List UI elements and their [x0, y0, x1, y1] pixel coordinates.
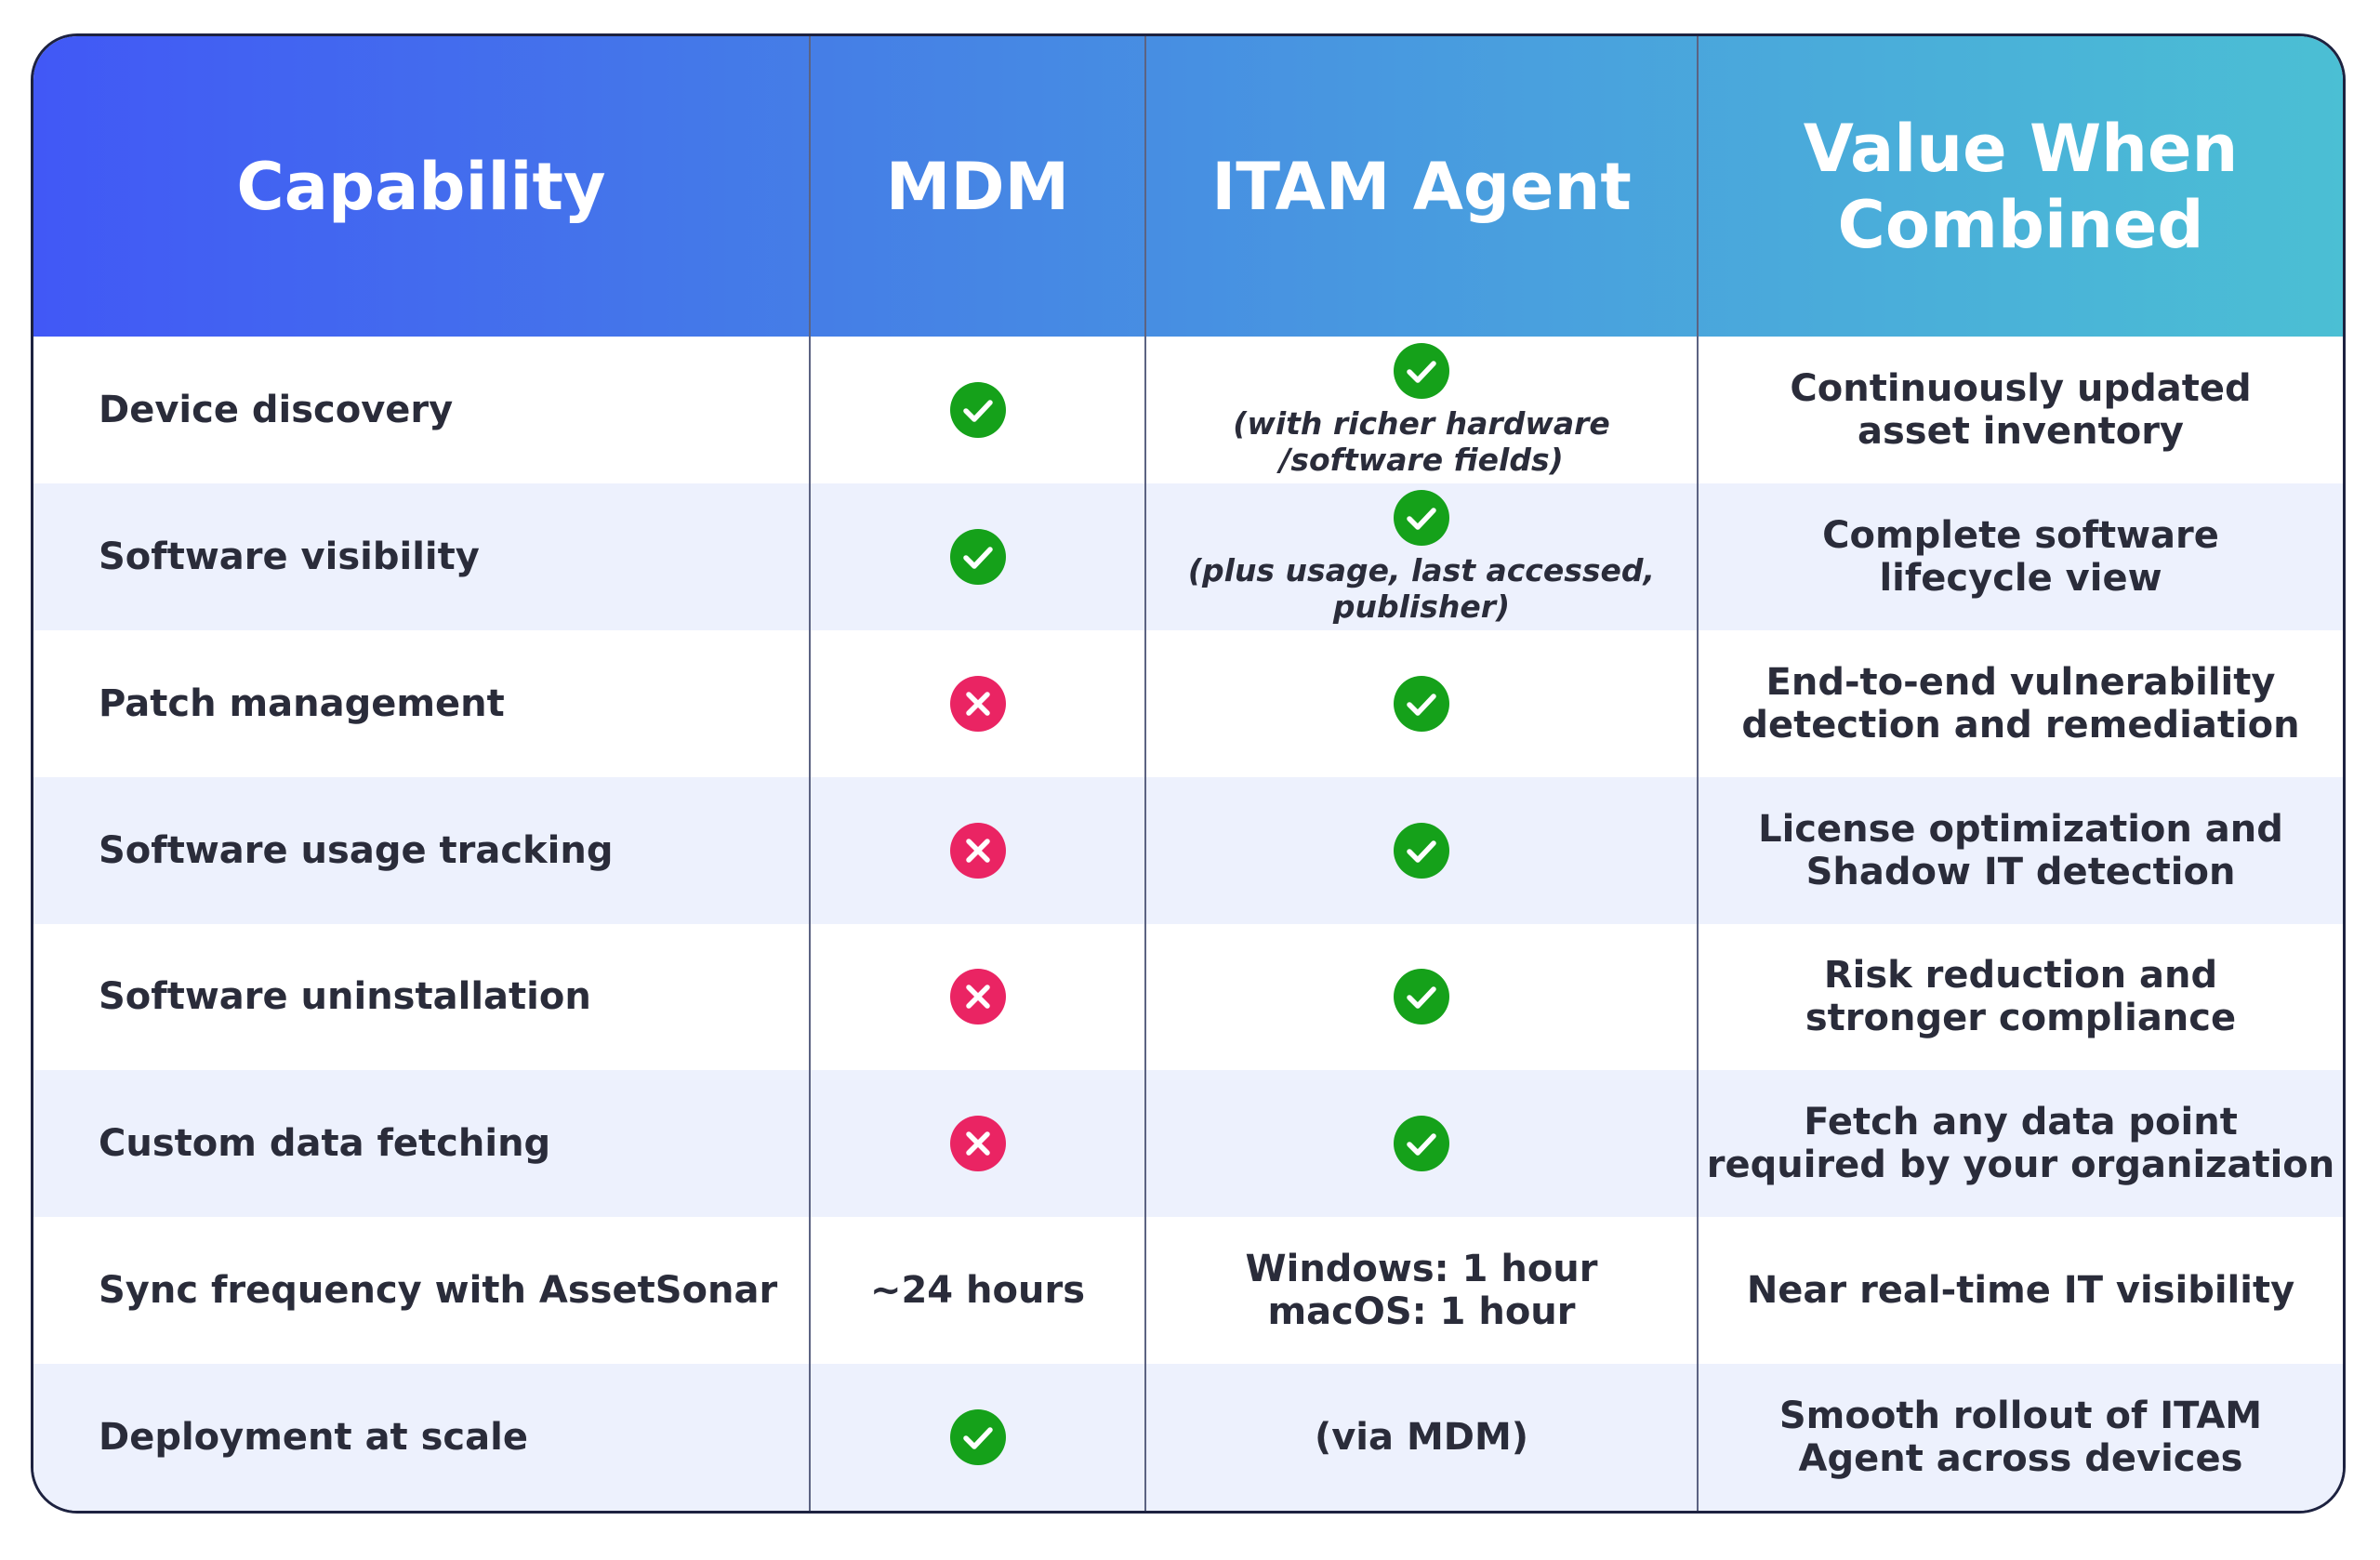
table-row: Device discovery (with richer hardware /… [33, 337, 2343, 483]
table-row: Deployment at scale (via MDM) Smooth rol… [33, 1364, 2343, 1511]
value-cell: End-to-end vulnerability detection and r… [1697, 629, 2343, 777]
header-cell: ITAM Agent [1144, 36, 1697, 337]
itam-cell [1144, 923, 1697, 1071]
check-icon [949, 381, 1007, 439]
value-cell: Risk reduction and stronger compliance [1697, 923, 2343, 1071]
capability: Software uninstallation [99, 975, 591, 1019]
header-cell: Capability [236, 148, 606, 225]
table-row: Patch management End-to-end vulnerabilit… [33, 629, 2343, 777]
itam-cell [1144, 1070, 1697, 1218]
check-icon [1393, 342, 1450, 400]
table-row: Custom data fetching Fetch any data poin… [33, 1070, 2343, 1218]
capability: Sync frequency with AssetSonar [99, 1269, 778, 1313]
header-cell: Value When Combined [1697, 36, 2343, 337]
cross-icon [949, 822, 1007, 879]
capability: Software usage tracking [99, 828, 614, 872]
capability: Patch management [99, 681, 505, 725]
cross-icon [949, 1115, 1007, 1172]
value-cell: Smooth rollout of ITAM Agent across devi… [1697, 1364, 2343, 1511]
check-icon [1393, 489, 1450, 547]
value-cell: Complete software lifecycle view [1697, 483, 2343, 630]
check-icon [1393, 1115, 1450, 1172]
header-cell: MDM [809, 36, 1144, 337]
itam-cell: Windows: 1 hour macOS: 1 hour [1144, 1217, 1697, 1365]
value-cell: Continuously updated asset inventory [1697, 337, 2343, 483]
check-icon [1393, 822, 1450, 879]
cross-icon [949, 968, 1007, 1025]
mdm-cell [809, 923, 1144, 1071]
cross-icon [949, 675, 1007, 733]
mdm-cell [809, 776, 1144, 924]
mdm-cell [809, 1364, 1144, 1511]
value-cell: Near real-time IT visibility [1697, 1217, 2343, 1365]
capability: Custom data fetching [99, 1122, 551, 1166]
mdm-cell [809, 629, 1144, 777]
mdm-cell [809, 483, 1144, 630]
table-row: Sync frequency with AssetSonar ~24 hours… [33, 1217, 2343, 1365]
note: (with richer hardware /software fields) [1233, 404, 1610, 478]
value-cell: License optimization and Shadow IT detec… [1697, 776, 2343, 924]
check-icon [949, 1408, 1007, 1466]
table-row: Software usage tracking License optimiza… [33, 776, 2343, 924]
itam-cell: (via MDM) [1144, 1364, 1697, 1511]
itam-cell [1144, 629, 1697, 777]
check-icon [949, 528, 1007, 586]
mdm-cell [809, 1070, 1144, 1218]
table-row: Software uninstallation Risk reduction a… [33, 923, 2343, 1071]
check-icon [1393, 675, 1450, 733]
value-cell: Fetch any data point required by your or… [1697, 1070, 2343, 1218]
capability: Deployment at scale [99, 1416, 528, 1460]
check-icon [1393, 968, 1450, 1025]
capability: Software visibility [99, 535, 480, 578]
mdm-cell: ~24 hours [809, 1217, 1144, 1365]
note: (plus usage, last accessed, publisher) [1187, 551, 1656, 625]
comparison-table: Capability MDM ITAM Agent Value When Com… [31, 33, 2346, 1514]
mdm-cell [809, 337, 1144, 483]
capability: Device discovery [99, 388, 454, 431]
table-row: Software visibility (plus usage, last ac… [33, 483, 2343, 630]
itam-cell [1144, 776, 1697, 924]
header-row: Capability MDM ITAM Agent Value When Com… [33, 36, 2343, 337]
itam-cell: (plus usage, last accessed, publisher) [1144, 483, 1697, 630]
itam-cell: (with richer hardware /software fields) [1144, 337, 1697, 483]
